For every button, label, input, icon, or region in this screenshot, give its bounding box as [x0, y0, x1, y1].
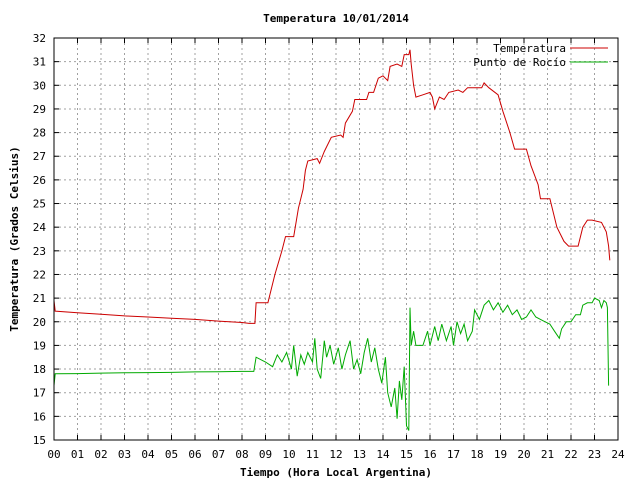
x-tick-label: 24 [611, 448, 625, 461]
x-tick-label: 02 [94, 448, 107, 461]
temperatura-line [53, 49, 611, 324]
y-tick-label: 31 [33, 56, 46, 69]
y-axis-label: Temperatura (Grados Celsius) [8, 146, 21, 331]
y-tick-label: 21 [33, 292, 46, 305]
x-tick-label: 22 [564, 448, 577, 461]
x-tick-label: 16 [423, 448, 436, 461]
x-tick-label: 04 [141, 448, 155, 461]
legend-label-temperatura: Temperatura [493, 42, 566, 55]
y-tick-label: 18 [33, 363, 46, 376]
y-tick-label: 30 [33, 79, 46, 92]
x-tick-label: 06 [188, 448, 201, 461]
x-tick-label: 18 [470, 448, 483, 461]
chart-title: Temperatura 10/01/2014 [263, 12, 409, 25]
series-layer [53, 49, 611, 431]
x-tick-label: 19 [494, 448, 507, 461]
x-tick-label: 13 [353, 448, 366, 461]
y-tick-label: 15 [33, 434, 46, 447]
y-tick-label: 20 [33, 316, 46, 329]
x-tick-label: 07 [212, 448, 225, 461]
x-tick-label: 11 [306, 448, 319, 461]
x-tick-label: 03 [118, 448, 131, 461]
legend: Temperatura Punto de Rocío [473, 42, 608, 69]
x-tick-label: 01 [71, 448, 84, 461]
axis-ticks [53, 37, 619, 441]
y-tick-label: 24 [33, 221, 47, 234]
y-tick-label: 17 [33, 387, 46, 400]
y-tick-label: 28 [33, 127, 46, 140]
x-tick-labels: 00 01 02 03 04 05 06 07 08 09 10 11 12 13 14 15 16 17 18 19… [47, 448, 625, 461]
y-tick-label: 22 [33, 268, 46, 281]
x-tick-label: 00 [47, 448, 60, 461]
x-tick-label: 05 [165, 448, 178, 461]
y-tick-label: 25 [33, 198, 46, 211]
x-tick-label: 08 [235, 448, 248, 461]
x-tick-label: 10 [282, 448, 295, 461]
y-tick-label: 23 [33, 245, 46, 258]
x-tick-label: 12 [329, 448, 342, 461]
x-tick-label: 20 [517, 448, 530, 461]
x-tick-label: 15 [400, 448, 413, 461]
y-tick-label: 32 [33, 32, 46, 45]
punto-de-rocio-line [53, 297, 610, 431]
y-tick-label: 27 [33, 150, 46, 163]
legend-label-punto-de-rocio: Punto de Rocío [473, 56, 566, 69]
x-tick-label: 09 [259, 448, 272, 461]
x-tick-label: 23 [588, 448, 601, 461]
x-tick-label: 14 [376, 448, 390, 461]
x-tick-label: 17 [447, 448, 460, 461]
y-tick-label: 26 [33, 174, 46, 187]
y-tick-label: 16 [33, 410, 46, 423]
x-tick-label: 21 [541, 448, 554, 461]
y-tick-labels: 15 16 17 18 19 20 21 22 23 24 25 26 27 28 29 30 31 32 [33, 32, 47, 447]
x-axis-label: Tiempo (Hora Local Argentina) [240, 466, 432, 479]
y-tick-label: 29 [33, 103, 46, 116]
y-tick-label: 19 [33, 339, 46, 352]
